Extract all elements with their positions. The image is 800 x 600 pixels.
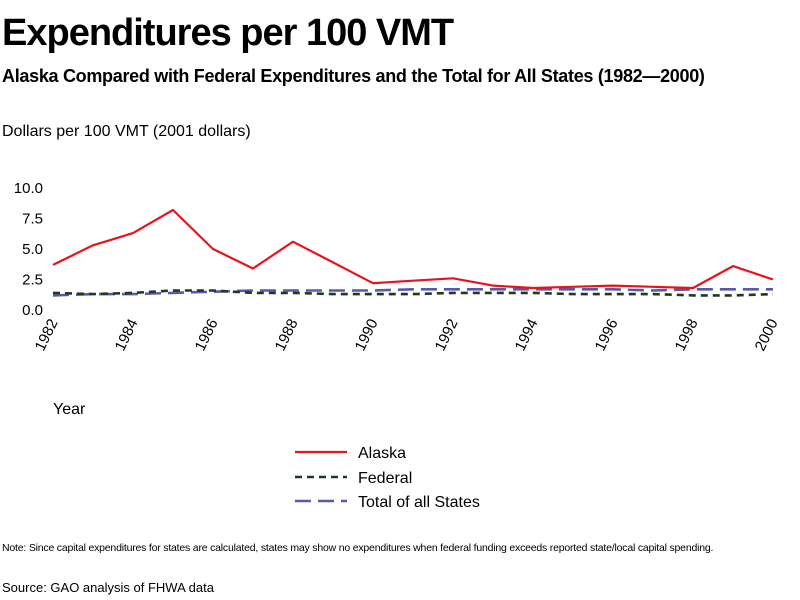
legend-label-alaska: Alaska (358, 445, 406, 462)
chart-subtitle: Alaska Compared with Federal Expenditure… (2, 66, 705, 86)
y-tick-label: 7.5 (22, 211, 43, 228)
legend: Alaska Federal Total of all States (295, 445, 480, 511)
series-lines (52, 208, 774, 297)
x-tick-label: 1990 (352, 316, 382, 353)
x-tick-label: 1984 (112, 316, 142, 353)
source-note: Source: GAO analysis of FHWA data (2, 580, 214, 595)
x-tick-label: 2000 (752, 316, 782, 353)
x-tick-label: 1998 (672, 316, 702, 353)
line-chart: 10.0 7.5 5.0 2.5 0.0 1982 1984 1986 1988 1990 199… (14, 180, 782, 511)
legend-label-federal: Federal (358, 470, 412, 487)
y-tick-label: 0.0 (22, 302, 43, 319)
y-axis-units-label: Dollars per 100 VMT (2001 dollars) (2, 123, 251, 140)
y-tick-label: 5.0 (22, 241, 43, 258)
y-tick-label: 10.0 (14, 180, 43, 197)
series-line-alaska (52, 208, 774, 290)
x-tick-label: 1996 (592, 316, 622, 353)
series-line-total-of-all-states (52, 287, 773, 297)
legend-label-total-of-all-states: Total of all States (358, 494, 480, 511)
x-axis-label: Year (53, 401, 86, 418)
series-line-federal (52, 289, 774, 297)
chart-title: Expenditures per 100 VMT (2, 12, 454, 54)
x-tick-label: 1994 (512, 316, 542, 353)
y-axis-tick-labels: 10.0 7.5 5.0 2.5 0.0 (14, 180, 43, 319)
y-tick-label: 2.5 (22, 272, 43, 289)
x-tick-label: 1988 (272, 316, 302, 353)
x-tick-label: 1986 (192, 316, 222, 353)
footnote: Note: Since capital expenditures for sta… (2, 542, 714, 554)
x-tick-label: 1982 (32, 316, 62, 353)
x-tick-label: 1992 (432, 316, 462, 353)
x-axis-tick-labels: 1982 1984 1986 1988 1990 1992 1994 1996 1998 2000 (32, 316, 782, 353)
